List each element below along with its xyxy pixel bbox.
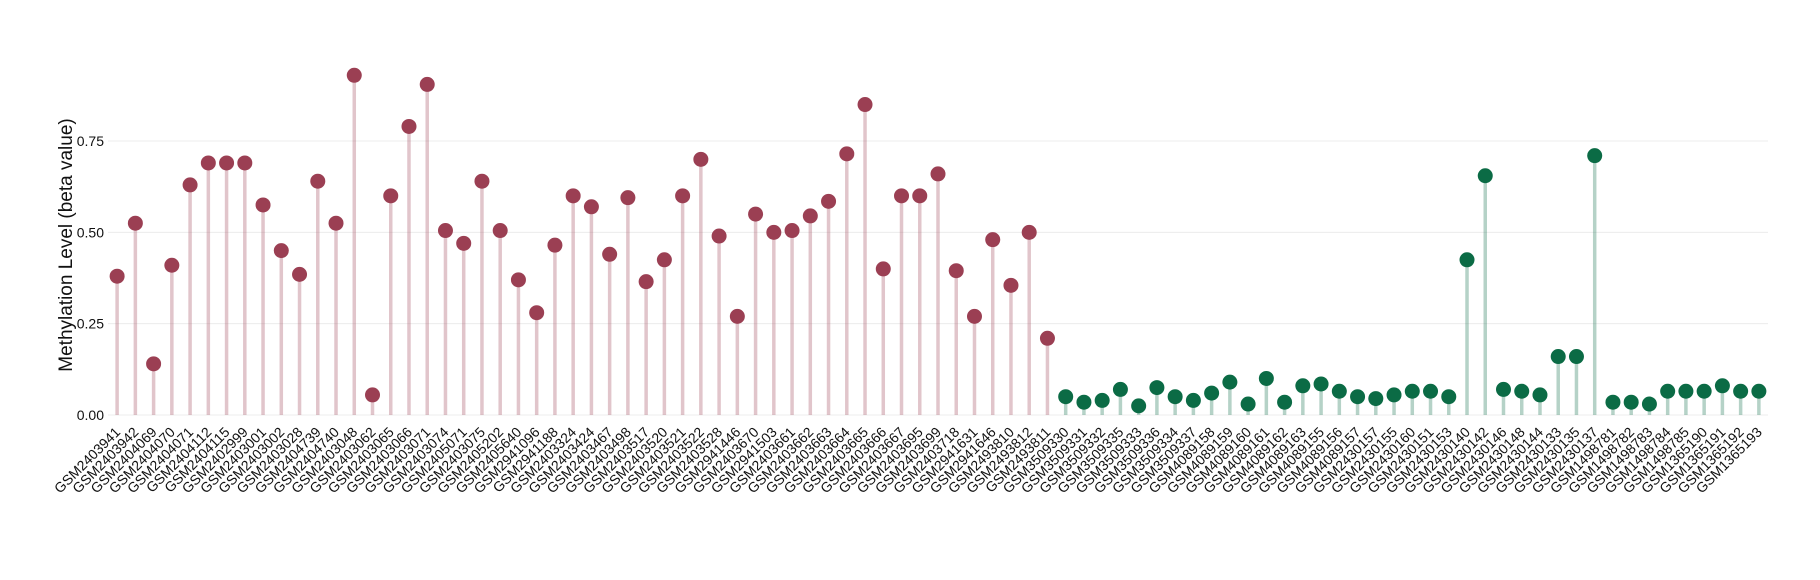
lollipop-head [930, 166, 946, 182]
lollipop-head [857, 97, 873, 113]
lollipop-head [565, 188, 581, 204]
lollipop-head [346, 67, 362, 83]
lollipop-head [1240, 396, 1256, 412]
lollipop-head [1021, 224, 1037, 240]
lollipop-head [1368, 391, 1384, 407]
lollipop-head [1313, 376, 1329, 392]
lollipop-head [437, 223, 453, 239]
lollipop-head [255, 197, 271, 213]
y-tick-label: 0.25 [77, 316, 104, 332]
lollipop-head [748, 206, 764, 222]
y-tick-label: 0.00 [77, 407, 104, 423]
lollipop-head [310, 173, 326, 189]
lollipop-head [675, 188, 691, 204]
lollipop-head [1641, 396, 1657, 412]
lollipop-head [365, 387, 381, 403]
lollipop-head [1714, 378, 1730, 394]
lollipop-head [127, 215, 143, 231]
lollipop-head [583, 199, 599, 215]
lollipop-head [328, 215, 344, 231]
lollipop-head [638, 274, 654, 290]
lollipop-head [1514, 383, 1530, 399]
lollipop-head [784, 223, 800, 239]
lollipop-head [456, 235, 472, 251]
lollipop-head [1112, 381, 1128, 397]
lollipop-head [1751, 383, 1767, 399]
lollipop-head [985, 232, 1001, 248]
lollipop-head [1441, 389, 1457, 405]
lollipop-head [729, 308, 745, 324]
lollipop-head [1277, 394, 1293, 410]
lollipop-head [474, 173, 490, 189]
lollipop-head [1386, 387, 1402, 403]
lollipop-head [948, 263, 964, 279]
lollipop-head [620, 190, 636, 206]
lollipop-head [602, 246, 618, 262]
lollipop-head [182, 177, 198, 193]
lollipop-head [1350, 389, 1366, 405]
lollipop-head [1550, 349, 1566, 365]
lollipop-head [1222, 374, 1238, 390]
lollipop-head [1003, 277, 1019, 293]
lollipop-head [237, 155, 253, 171]
lollipop-head [966, 308, 982, 324]
lollipop-head [529, 305, 545, 321]
lollipop-head [912, 188, 928, 204]
lollipop-head [273, 243, 289, 259]
lollipop-head [1733, 383, 1749, 399]
lollipop-head [109, 268, 125, 284]
lollipop-head [1167, 389, 1183, 405]
y-tick-label: 0.75 [77, 133, 104, 149]
lollipop-head [1605, 394, 1621, 410]
lollipop-head [1568, 349, 1584, 365]
lollipop-head [1331, 383, 1347, 399]
lollipop-head [1623, 394, 1639, 410]
lollipop-head [492, 223, 508, 239]
lollipop-head [510, 272, 526, 288]
y-tick-label: 0.50 [77, 224, 104, 240]
lollipop-head [1660, 383, 1676, 399]
lollipop-head [1404, 383, 1420, 399]
lollipop-head [693, 151, 709, 167]
lollipop-head [839, 146, 855, 162]
lollipop-head [1149, 380, 1165, 396]
lollipop-head [1587, 148, 1603, 164]
lollipop-head [419, 76, 435, 92]
lollipop-head [1185, 392, 1201, 408]
lollipop-head [383, 188, 399, 204]
lollipop-head [164, 257, 180, 273]
lollipop-head [219, 155, 235, 171]
lollipop-head [292, 266, 308, 282]
lollipop-head [1204, 385, 1220, 401]
lollipop-head [766, 224, 782, 240]
lollipop-head [1696, 383, 1712, 399]
lollipop-head [1423, 383, 1439, 399]
lollipop-head [1058, 389, 1074, 405]
lollipop-head [894, 188, 910, 204]
lollipop-head [146, 356, 162, 372]
lollipop-head [656, 252, 672, 268]
lollipop-head [1295, 378, 1311, 394]
lollipop-head [1094, 392, 1110, 408]
lollipop-head [1495, 381, 1511, 397]
lollipop-head [1131, 398, 1147, 414]
lollipop-head [1678, 383, 1694, 399]
lollipop-head [1258, 370, 1274, 386]
lollipop-head [711, 228, 727, 244]
y-axis-title: Methylation Level (beta value) [56, 118, 77, 371]
lollipop-head [1477, 168, 1493, 184]
lollipop-head [875, 261, 891, 277]
lollipop-head [1039, 330, 1055, 346]
lollipop-head [1532, 387, 1548, 403]
lollipop-head [821, 193, 837, 209]
lollipop-head [401, 118, 417, 134]
lollipop-head [1459, 252, 1475, 268]
lollipop-head [200, 155, 216, 171]
lollipop-head [1076, 394, 1092, 410]
lollipop-head [547, 237, 563, 253]
lollipop-head [802, 208, 818, 224]
